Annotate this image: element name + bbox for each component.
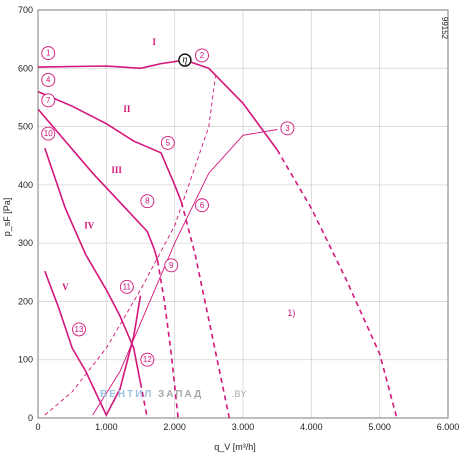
marker-label: 8 [145,197,150,206]
marker-11: 11 [119,279,134,294]
x-axis-label: q_V [m³/h] [214,442,256,452]
marker-6: 6 [195,198,209,213]
x-tick-label: 6.000 [437,422,460,432]
marker-circle [119,279,134,294]
watermark-part-1: ВЕНТИЛ [100,389,153,400]
y-tick-label: 400 [18,180,33,190]
fan-curve-iv-dashed [139,382,149,419]
marker-9: 9 [164,258,179,273]
marker-circle [140,194,155,209]
x-tick-label: 3.000 [232,422,255,432]
x-tick-label: 0 [35,422,40,432]
y-tick-label: 0 [28,413,33,423]
y-tick-label: 600 [18,63,33,73]
x-tick-label: 4.000 [300,422,323,432]
marker-label: 11 [123,282,132,291]
marker-circle [41,126,56,141]
marker-3: 3 [280,121,295,136]
y-tick-label: 300 [18,238,33,248]
marker-label: 4 [46,75,51,84]
marker-label: 6 [200,201,205,210]
marker-circle [41,46,56,61]
fan-curve-i-dashed [276,149,398,419]
marker-1: 1 [41,46,56,61]
marker-label: 9 [169,261,174,270]
marker-circle [164,258,179,273]
tick-labels: 0 1.000 2.000 3.000 4.000 5.000 6.000 0 100 200 30… [18,5,459,432]
fan-curve-ii-solid [37,90,183,203]
watermark-part-2: ЗАПАД [158,389,203,400]
efficiency-marker: η [178,53,192,67]
system-curve [44,74,217,416]
watermark-part-3: .BY [232,389,247,399]
y-axis-label: p_sF [Pa] [2,198,12,237]
curve-label-v: V [62,282,69,292]
marker-4: 4 [41,72,56,87]
marker-10: 10 [41,126,56,141]
efficiency-marker-circle [178,53,192,67]
marker-label: 1 [46,49,51,58]
marker-circle [160,135,175,150]
marker-circle [41,72,56,87]
marker-label: 2 [200,51,205,60]
marker-label: 13 [75,325,84,334]
marker-13: 13 [72,322,86,337]
fan-curve-v-solid [44,270,142,417]
fan-curve-iii-dashed [156,260,179,419]
marker-5: 5 [160,135,175,150]
x-tick-label: 5.000 [368,422,391,432]
system-curve [92,129,278,416]
fan-curve-ii-dashed [180,202,231,419]
x-tick-label: 1.000 [95,422,118,432]
marker-12: 12 [140,352,155,367]
footnote-label: 1) [287,308,295,318]
fan-curves [37,59,398,419]
watermark: ВЕНТИЛ ЗАПАД .BY [100,389,247,400]
marker-circle [41,93,56,108]
curve-label-i: I [152,37,156,47]
y-tick-label: 200 [18,296,33,306]
efficiency-symbol: η [182,55,187,66]
marker-7: 7 [41,93,56,108]
marker-circle [140,352,155,367]
marker-label: 3 [285,124,290,133]
marker-label: 7 [46,96,51,105]
marker-circle [72,322,86,337]
curve-label-ii: II [123,104,131,114]
system-curves [44,74,278,416]
fan-curve-i-solid [37,59,278,151]
fan-curve-iii-solid [37,108,159,261]
grid-lines [37,9,449,419]
y-tick-label: 700 [18,5,33,15]
curve-label-iii: III [111,165,122,175]
marker-2: 2 [195,48,209,63]
marker-8: 8 [140,194,155,209]
marker-circle [195,198,209,213]
figure-code: 99152 [440,17,449,40]
marker-label: 5 [166,138,171,147]
marker-label: 10 [44,129,53,138]
curve-label-iv: IV [84,221,95,231]
marker-circle [195,48,209,63]
x-tick-label: 2.000 [163,422,186,432]
plot-frame [37,9,449,419]
y-tick-label: 100 [18,355,33,365]
marker-circle [280,121,295,136]
y-tick-label: 500 [18,122,33,132]
marker-label: 12 [143,355,152,364]
fan-curve-iv-solid [44,147,142,384]
